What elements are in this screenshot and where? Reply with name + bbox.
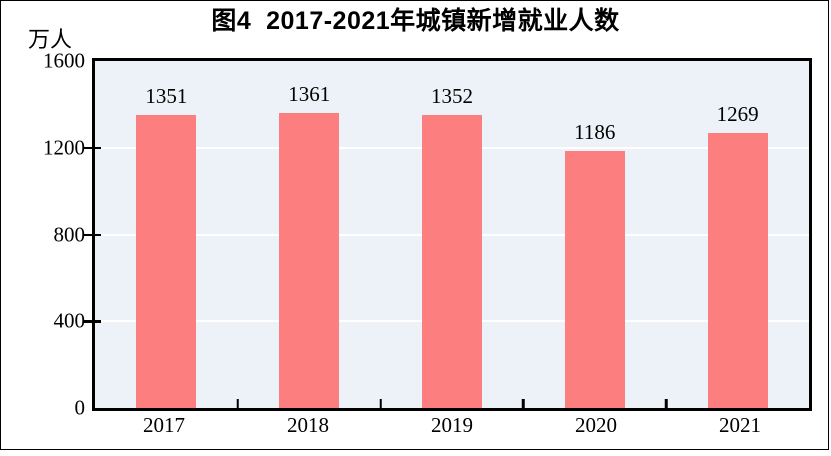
bars-row: 1351 1361 1352 1186 1269 [95,61,809,408]
bar-value-label: 1186 [574,119,616,144]
x-axis-label: 2018 [287,413,329,437]
chart-title: 图4 2017-2021年城镇新增就业人数 [211,7,620,35]
bar [707,132,768,408]
y-tick-mark [83,146,101,150]
x-tick-mark [379,399,382,408]
bar [279,112,340,408]
bar-value-label: 1361 [288,81,331,106]
bar-value-label: 1269 [716,101,759,126]
x-axis-label: 2021 [719,413,761,437]
y-tick-label: 1200 [43,135,85,160]
x-axis-label: 2017 [143,413,185,437]
bar [421,114,482,408]
bar-slot: 1186 [523,61,666,408]
x-tick-mark [522,399,525,408]
bar-slot: 1269 [666,61,809,408]
bar-value-label: 1352 [430,83,473,108]
x-axis-label: 2019 [431,413,473,437]
y-axis-unit-label: 万人 [28,27,73,52]
x-tick-mark [664,399,668,408]
bar-slot: 1351 [95,61,238,408]
y-axis-labels: 0 400 800 1200 1600 [0,50,86,418]
bar [136,115,197,408]
y-tick-label: 800 [53,222,86,246]
bar-value-label: 1351 [145,84,188,109]
bar [564,150,625,408]
x-tick-mark [236,399,240,408]
x-axis-label: 2020 [575,413,617,437]
plot-area: 1351 1361 1352 1186 1269 [83,58,812,411]
y-tick-mark [83,320,101,323]
bar-slot: 1361 [238,61,381,408]
y-tick-label: 0 [74,395,86,420]
x-axis-labels: 2017 2018 2019 2020 2021 [92,411,812,438]
bar-slot: 1352 [381,61,524,408]
y-tick-mark [83,233,101,236]
y-tick-label: 400 [53,308,86,333]
y-tick-label: 1600 [43,48,85,73]
